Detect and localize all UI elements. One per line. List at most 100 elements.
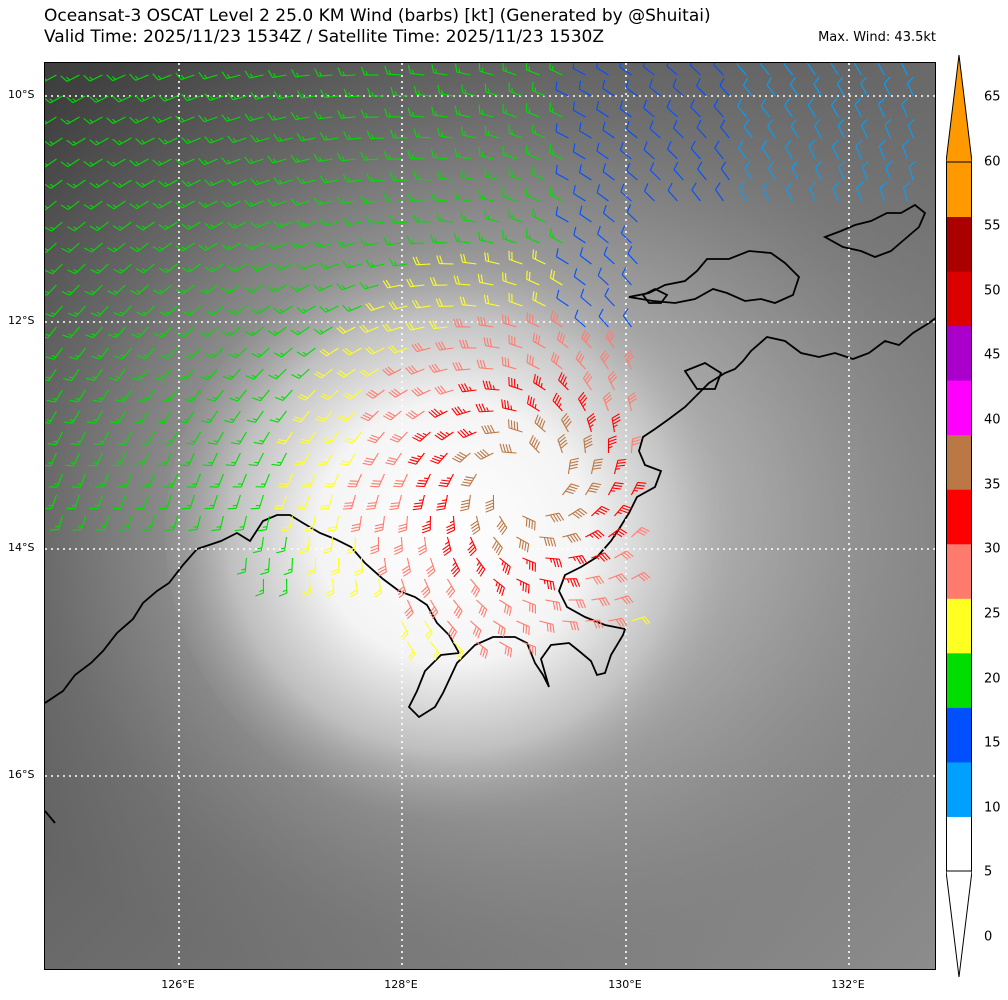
wind-barb [502,188,517,202]
wind-barb [342,304,362,312]
colorbar-tick-label: 10 [984,800,1001,816]
wind-barb [572,63,586,76]
wind-barb [412,494,425,511]
wind-barb [365,302,385,311]
valid-time-label: Valid Time: 2025/11/23 1534Z / Satellite… [44,27,604,47]
wind-barb [181,263,201,273]
wind-barb [481,424,500,435]
wind-barb [667,141,678,160]
wind-barb [460,253,477,265]
wind-barb [92,389,109,403]
wind-barb [502,63,517,76]
wind-barb [301,473,316,488]
wind-barb [428,363,448,373]
wind-barb [522,641,537,656]
wind-barb [204,263,224,273]
wind-barb [343,494,356,510]
wind-barb [508,250,523,265]
wind-barb [365,346,385,355]
wind-barb [139,431,155,445]
wind-barb [359,368,379,377]
wind-barb [454,232,471,244]
wind-barb [246,410,264,423]
wind-barb [549,63,563,76]
wind-barb [455,63,471,76]
wind-barb [137,347,155,360]
colorbar-tick-label: 45 [984,347,1001,363]
wind-barb [526,395,540,412]
wind-barb [499,599,512,616]
wind-barb [508,82,523,97]
wind-barb [430,148,448,160]
wind-barb [673,161,684,181]
wind-barb [250,177,270,186]
storm-cloud-mass [165,243,765,823]
wind-barb [382,410,402,421]
wind-barb [406,641,416,661]
wind-barb [743,77,753,97]
wind-barb [720,161,730,181]
wind-barb [112,221,132,231]
wind-barb [227,305,247,315]
wind-barb [343,389,362,400]
wind-barb [533,374,546,391]
wind-barb [602,121,615,139]
wind-barb [832,181,840,202]
wind-barb [452,361,471,371]
wind-barb [365,216,385,225]
lon-label-128e: 128°E [384,978,418,991]
wind-barb [186,473,201,488]
wind-barb [856,181,864,202]
wind-barb [342,260,362,269]
wind-barb [106,158,126,167]
wind-barb [555,206,569,223]
wind-barb [438,473,454,487]
colorbar-extend-low [946,870,972,977]
wind-barb [422,515,431,534]
colorbar-bin [946,816,972,872]
wind-barb [484,167,500,181]
wind-barb [382,279,402,289]
wind-barb [152,116,172,124]
wind-barb [608,573,628,583]
wind-barb [525,186,540,202]
wind-barb [221,71,241,80]
wind-barb [153,284,172,295]
wind-barb [70,431,86,446]
wind-barb [388,345,408,354]
wind-barb [90,305,109,317]
wind-barb [377,557,387,577]
wind-barb [383,236,402,246]
wind-barb [181,93,201,102]
wind-barb [224,410,241,424]
wind-barb [106,116,126,124]
wind-barb [83,200,103,210]
wind-barb [525,145,540,160]
wind-barb [411,387,431,397]
wind-barb [860,118,868,139]
lat-label-16s: 16°S [8,768,35,781]
wind-barb [597,225,609,244]
wind-barb [113,305,132,317]
wind-barb [290,111,310,121]
wind-barb [809,181,817,202]
wind-barb [470,620,482,639]
wind-barb [555,248,569,265]
wind-barb [407,107,425,118]
wind-barb [583,371,593,391]
wind-barb [738,182,747,202]
wind-barb [783,63,793,76]
wind-barb [66,179,86,189]
wind-barb [550,352,563,370]
wind-barb [160,347,178,360]
wind-barb [389,431,408,443]
wind-barb [549,227,563,244]
wind-barb [608,528,628,538]
wind-barb [112,179,132,188]
wind-barb [508,292,523,307]
wind-barb [198,158,218,166]
wind-barb [319,347,339,357]
wind-barb [526,228,540,244]
wind-barb [317,452,333,466]
wind-barb [119,515,132,531]
